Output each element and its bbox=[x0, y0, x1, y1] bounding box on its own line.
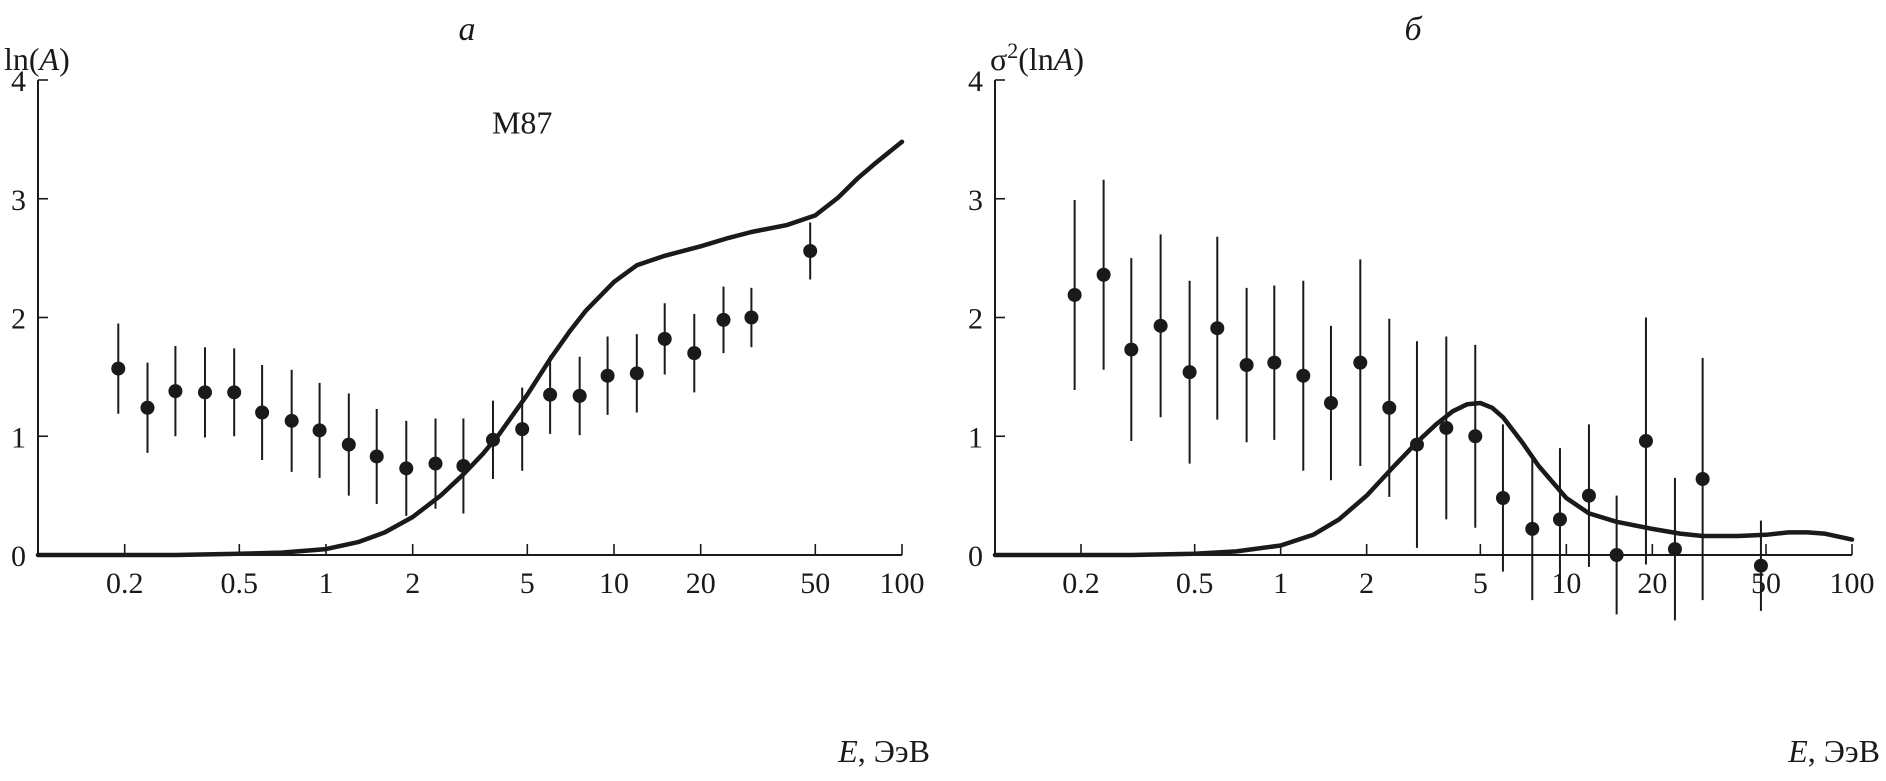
panel-b-data-point bbox=[1353, 355, 1368, 370]
panel-a-data-point bbox=[687, 346, 702, 361]
panel-a-data-point bbox=[456, 458, 471, 473]
panel-b-x-tick-label: 5 bbox=[1473, 567, 1488, 600]
panel-a-data-point bbox=[629, 366, 644, 381]
panel-a-data-point bbox=[168, 384, 183, 399]
panel-a-x-tick-label: 5 bbox=[520, 567, 535, 600]
panel-a-data-point bbox=[369, 449, 384, 464]
panel-a-data-point bbox=[657, 331, 672, 346]
panel-a-title: а bbox=[459, 11, 476, 48]
panel-a-data-point bbox=[716, 312, 731, 327]
panel-b-data-point bbox=[1525, 521, 1540, 536]
panel-a-x-tick-label: 1 bbox=[319, 567, 334, 600]
panel-a-data-point bbox=[803, 244, 818, 258]
panel-b-data-point bbox=[1182, 365, 1197, 380]
panel-b-x-tick-label: 2 bbox=[1359, 567, 1374, 600]
panel-a-data-point bbox=[428, 456, 443, 471]
panel-a-data-point bbox=[543, 387, 558, 402]
panel-a: а ln(A) E, ЭэВ M87 0 1 2 3 4 0.2 0.5 1 2 5 10 20 50 1… bbox=[4, 11, 930, 769]
panel-b-x-tick-label: 10 bbox=[1551, 567, 1581, 600]
panel-a-y-tick-label: 2 bbox=[11, 303, 26, 336]
panel-a-x-tick-label: 20 bbox=[686, 567, 716, 600]
panel-a-x-tick-label: 10 bbox=[599, 567, 629, 600]
panel-b: б σ2(lnA) E, ЭэВ 0 1 2 3 4 0.2 0.5 1 2 5 10 20 50 100 bbox=[968, 11, 1880, 769]
panel-a-data-point bbox=[341, 437, 356, 452]
panel-b-data-point bbox=[1638, 434, 1653, 448]
panel-a-data-point bbox=[255, 405, 270, 420]
panel-b-data-point bbox=[1581, 488, 1596, 503]
panel-b-data-point bbox=[1239, 358, 1254, 372]
panel-b-data-point bbox=[1609, 548, 1624, 562]
panel-a-ylabel: ln(A) bbox=[4, 41, 70, 77]
panel-a-xlabel: E, ЭэВ bbox=[837, 733, 930, 769]
panel-b-data-point bbox=[1096, 267, 1111, 282]
panel-a-x-tick-label: 2 bbox=[405, 567, 420, 600]
panel-b-data-point bbox=[1296, 368, 1311, 383]
panel-b-data-point bbox=[1495, 491, 1510, 505]
panel-b-data-point bbox=[1468, 429, 1483, 444]
panel-b-xlabel: E, ЭэВ bbox=[1787, 733, 1880, 769]
panel-b-x-tick-label: 0.5 bbox=[1176, 567, 1214, 600]
panel-a-data-point bbox=[140, 400, 155, 415]
panel-a-x-tick-label: 50 bbox=[800, 567, 830, 600]
panel-b-y-tick-label: 2 bbox=[968, 303, 983, 336]
panel-b-model-curve bbox=[992, 400, 1855, 558]
panel-b-y-tick-label: 4 bbox=[968, 65, 983, 98]
panel-a-data-point bbox=[399, 461, 414, 476]
panel-b-data-point bbox=[1753, 558, 1768, 573]
panel-a-model-curve bbox=[35, 139, 905, 558]
panel-b-data-point bbox=[1439, 420, 1454, 435]
panel-b-title: б bbox=[1404, 11, 1423, 48]
panel-b-data-point bbox=[1153, 318, 1168, 333]
panel-b-data-point bbox=[1210, 321, 1225, 336]
panel-b-data-point bbox=[1124, 342, 1139, 357]
panel-b-x-tick-label: 0.2 bbox=[1062, 567, 1100, 600]
panel-b-data-point bbox=[1409, 437, 1424, 452]
panel-a-x-tick-label: 100 bbox=[880, 567, 925, 600]
panel-a-y-tick-label: 1 bbox=[11, 421, 26, 454]
panel-b-data-point bbox=[1323, 396, 1338, 410]
panel-b-data-point bbox=[1667, 542, 1682, 557]
panel-b-data-point bbox=[1382, 400, 1397, 415]
panel-a-y-tick-label: 3 bbox=[11, 184, 26, 217]
panel-a-x-tick-label: 0.5 bbox=[221, 567, 259, 600]
panel-b-x-tick-label: 20 bbox=[1637, 567, 1667, 600]
panel-a-data-point bbox=[197, 385, 212, 400]
panel-a-data-point bbox=[572, 388, 587, 403]
panel-b-y-tick-label: 1 bbox=[968, 421, 983, 454]
panel-b-x-tick-label: 1 bbox=[1273, 567, 1288, 600]
panel-b-ylabel: σ2(lnA) bbox=[990, 38, 1084, 78]
panel-b-data-point bbox=[1552, 512, 1567, 527]
panel-b-y-tick-label: 0 bbox=[968, 540, 983, 573]
panel-b-x-tick-label: 100 bbox=[1830, 567, 1875, 600]
panel-b-data-point bbox=[1695, 472, 1710, 486]
panel-a-data-point bbox=[111, 361, 126, 376]
panel-a-annotation-m87: M87 bbox=[492, 104, 552, 140]
panel-a-data-point bbox=[600, 368, 615, 383]
panel-a-data-point bbox=[515, 422, 530, 437]
panel-a-data-point bbox=[485, 432, 500, 447]
panel-a-data-point bbox=[227, 385, 242, 400]
panel-b-data-point bbox=[1067, 287, 1082, 302]
panel-a-data-point bbox=[284, 413, 299, 428]
panel-b-y-tick-label: 3 bbox=[968, 184, 983, 217]
panel-a-y-tick-label: 4 bbox=[11, 65, 26, 98]
panel-a-data-point bbox=[312, 423, 327, 438]
panel-b-x-tick-label: 50 bbox=[1751, 567, 1781, 600]
panel-a-y-tick-label: 0 bbox=[11, 540, 26, 573]
panel-b-data-point bbox=[1267, 355, 1282, 370]
panel-a-data-point bbox=[744, 310, 759, 325]
panel-a-x-tick-label: 0.2 bbox=[106, 567, 144, 600]
